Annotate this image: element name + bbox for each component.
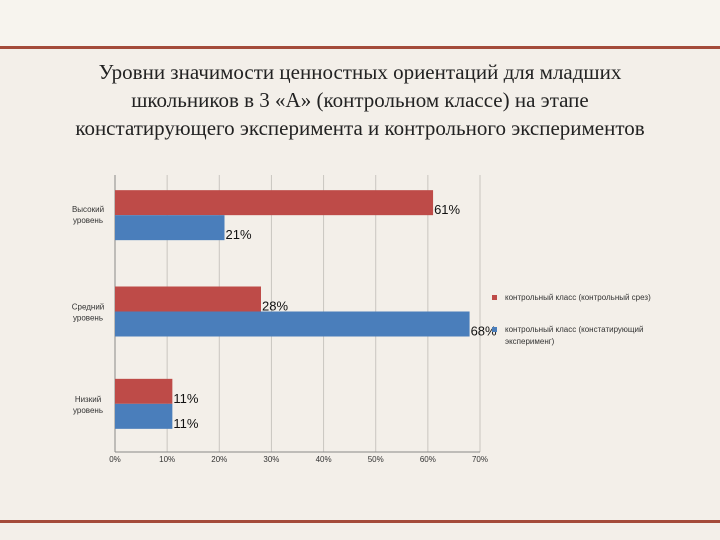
data-label: 11% (173, 416, 198, 431)
legend-label-series-1: контрольный класс (контрольный срез) (505, 293, 651, 302)
bar (115, 311, 470, 337)
title-line-1: Уровни значимости ценностных ориентаций … (98, 60, 622, 84)
data-label: 11% (173, 391, 198, 406)
data-label: 21% (226, 227, 252, 242)
legend-swatch-series-2 (492, 327, 497, 332)
category-label: уровень (73, 314, 103, 323)
bottom-divider (0, 520, 720, 523)
data-label: 61% (434, 202, 460, 217)
x-tick-label: 50% (368, 455, 384, 464)
x-tick-label: 0% (109, 455, 121, 464)
slide-title: Уровни значимости ценностных ориентаций … (20, 58, 700, 142)
x-tick-label: 60% (420, 455, 436, 464)
category-label: Высокий (72, 205, 104, 214)
legend-swatch-series-1 (492, 295, 497, 300)
data-label: 68% (471, 324, 497, 339)
category-label: уровень (73, 406, 103, 415)
bar (115, 215, 225, 241)
category-label: Низкий (75, 395, 101, 404)
legend-item-series-2: контрольный класс (констатирующий экспер… (492, 324, 692, 348)
top-ornament-band (0, 0, 720, 48)
bar (115, 403, 173, 429)
bottom-band (0, 523, 720, 540)
x-tick-label: 40% (316, 455, 332, 464)
bar (115, 190, 434, 216)
bar (115, 286, 261, 312)
x-tick-label: 70% (472, 455, 488, 464)
top-divider (0, 46, 720, 49)
x-tick-label: 10% (159, 455, 175, 464)
bar (115, 378, 173, 404)
legend-item-series-1: контрольный класс (контрольный срез) (492, 292, 692, 304)
data-label: 28% (262, 299, 288, 314)
category-label: уровень (73, 216, 103, 225)
category-label: Средний (72, 303, 105, 312)
title-line-3: констатирующего эксперимента и контрольн… (75, 116, 645, 140)
x-tick-label: 30% (263, 455, 279, 464)
x-tick-label: 20% (211, 455, 227, 464)
title-line-2: школьников в 3 «А» (контрольном классе) … (131, 88, 589, 112)
chart-legend: контрольный класс (контрольный срез) кон… (492, 292, 692, 368)
legend-label-series-2: контрольный класс (констатирующий экспер… (505, 325, 644, 346)
